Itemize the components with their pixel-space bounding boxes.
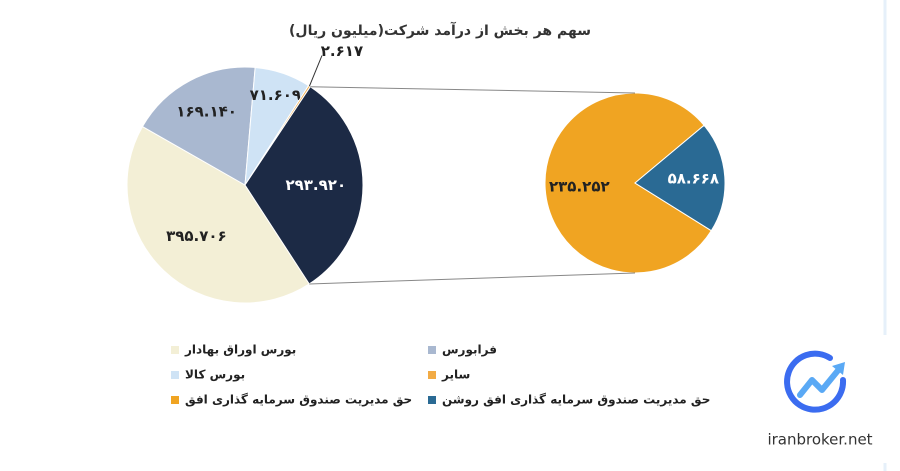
- chart-title: سهم هر بخش از درآمد شرکت(میلیون ریال): [289, 21, 591, 39]
- logo-arrow: [797, 365, 843, 398]
- legend-swatch: [171, 371, 179, 379]
- watermark: iranbroker.net: [752, 335, 887, 463]
- data-label: ۲۳۵.۲۵۲: [549, 177, 610, 195]
- logo-arrowhead: [832, 362, 845, 375]
- pie-slice: [544, 92, 713, 274]
- watermark-text: iranbroker.net: [767, 431, 872, 449]
- legend-swatch: [428, 346, 436, 354]
- legend-label: سایر: [441, 368, 470, 382]
- legend-swatch: [171, 396, 179, 404]
- pie-slice: [126, 125, 310, 304]
- data-label: ۲.۶۱۷: [321, 42, 363, 60]
- legend-swatch: [171, 346, 179, 354]
- pie-slice: [141, 66, 256, 186]
- data-label: ۲۹۳.۹۲۰: [285, 176, 346, 194]
- connector: [309, 272, 636, 285]
- legend-label: فرابورس: [442, 343, 497, 358]
- legend-swatch: [428, 396, 436, 404]
- legend-swatch: [428, 371, 436, 379]
- connector: [310, 86, 636, 94]
- legend-label: بورس اوراق بهادار: [184, 343, 296, 358]
- data-label: ۵۸.۶۶۸: [668, 169, 719, 187]
- legend-label: حق مدیریت صندوق سرمایه گذاری افق: [185, 393, 412, 408]
- pie-slice: [244, 86, 364, 285]
- pie-slice: [634, 124, 726, 232]
- data-label: ۱۶۹.۱۴۰: [176, 102, 237, 120]
- legend-label: حق مدیریت صندوق سرمایه گذاری افق روشن: [442, 393, 710, 408]
- data-label: ۳۹۵.۷۰۶: [166, 227, 227, 245]
- legend-label: بورس کالا: [185, 368, 245, 383]
- logo-ring: [784, 350, 847, 413]
- data-label: ۷۱.۶۰۹: [250, 86, 301, 104]
- leader-line: [308, 55, 323, 87]
